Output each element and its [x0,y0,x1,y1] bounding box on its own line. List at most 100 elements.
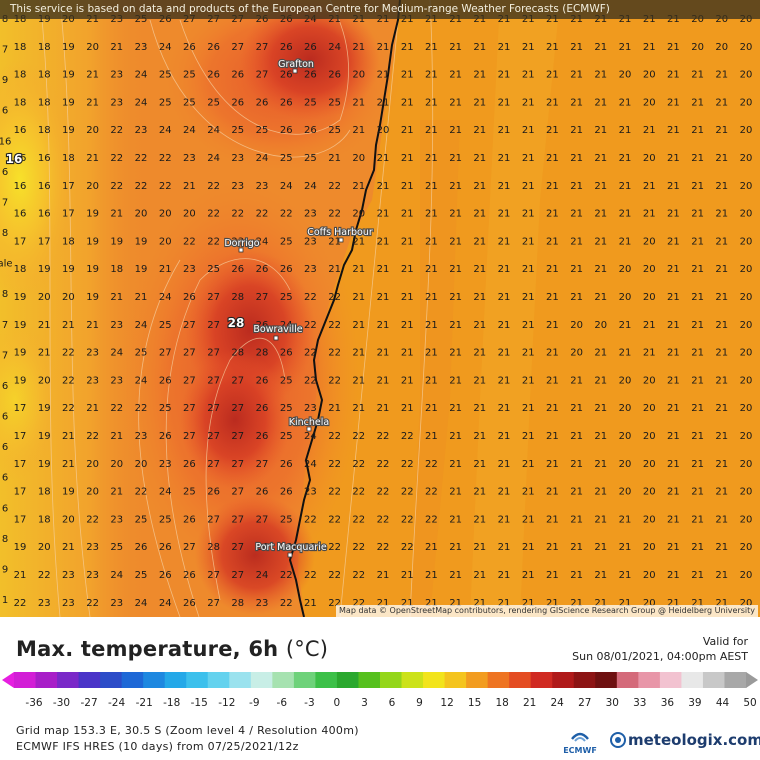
colorbar-segment [100,672,123,688]
coffs-harbour-marker[interactable] [338,237,344,243]
ecmwf-logo[interactable]: ECMWF [560,725,600,757]
grid-value: 26 [280,459,293,470]
grid-value: 21 [570,42,583,53]
grid-value: 21 [715,431,728,442]
grid-value: 21 [691,181,704,192]
grid-value: 16 [38,181,51,192]
grid-value: 26 [207,487,220,498]
grid-value: 21 [546,570,559,581]
kinchela-marker[interactable] [306,426,312,432]
grid-value: 21 [667,375,680,386]
grid-value: 18 [110,264,123,275]
grid-value: 21 [352,97,365,108]
colorbar-segment [659,672,682,688]
grid-value: 26 [135,542,148,553]
place-label-coffs-harbour[interactable]: Coffs Harbour [306,226,374,239]
colorbar-segment [143,672,166,688]
grid-value: 25 [280,431,293,442]
grid-value: 21 [328,403,341,414]
grid-value: 22 [328,487,341,498]
grid-value: 21 [473,598,486,609]
grid-value: 21 [570,97,583,108]
colorbar-tick-label: -15 [191,697,208,709]
grid-value: 21 [401,348,414,359]
edge-value: 1 [2,595,8,606]
grid-value: 21 [546,264,559,275]
bowraville-marker[interactable] [273,335,279,341]
grid-value: 21 [643,181,656,192]
grid-value: 25 [159,97,172,108]
edge-value: 6 [2,473,8,484]
colorbar-segment [466,672,489,688]
grid-value: 22 [425,487,438,498]
grid-value: 23 [304,236,317,247]
grid-value: 21 [328,236,341,247]
grid-value: 21 [619,542,632,553]
grid-value: 23 [280,542,293,553]
grid-value: 27 [183,403,196,414]
grid-value: 22 [352,570,365,581]
grid-value: 21 [62,542,75,553]
cool-cell-2 [0,320,60,480]
grid-value: 21 [401,42,414,53]
grid-value: 24 [135,598,148,609]
grid-value: 20 [110,459,123,470]
grid-value: 21 [643,209,656,220]
grid-value: 22 [352,487,365,498]
place-label-bowraville[interactable]: Bowraville [252,323,304,336]
grid-value: 21 [328,264,341,275]
grid-value: 21 [570,125,583,136]
grid-value: 27 [231,375,244,386]
grid-value: 21 [377,42,390,53]
place-label-dorrigo[interactable]: Dorrigo [223,237,261,250]
grid-value: 21 [594,459,607,470]
grid-value: 25 [328,97,341,108]
grid-value: 21 [594,264,607,275]
place-label-kinchela[interactable]: Kinchela [288,416,331,429]
grid-value: 24 [135,320,148,331]
grafton-marker[interactable] [292,68,298,74]
place-label-grafton[interactable]: Grafton [277,58,315,71]
temperature-map-canvas[interactable]: 18 19 20 21 23 25 26 27 27 27 26 26 24 21 21 21 21 21 21 21… [0,0,760,617]
grid-value: 24 [110,348,123,359]
grid-value: 21 [62,320,75,331]
grid-value: 21 [352,181,365,192]
weather-map[interactable]: 18 19 20 21 23 25 26 27 27 27 26 26 24 21 21 21 21 21 21 21… [0,0,760,617]
grid-value: 21 [691,209,704,220]
colorbar-segment [78,672,101,688]
grid-value: 20 [594,320,607,331]
grid-value: 21 [691,292,704,303]
grid-value: 21 [643,320,656,331]
grid-value: 21 [401,181,414,192]
grid-value: 20 [619,292,632,303]
grid-value: 21 [377,14,390,25]
dorrigo-marker[interactable] [238,247,244,253]
grid-value: 20 [352,209,365,220]
grid-value: 16 [38,209,51,220]
grid-value: 20 [377,125,390,136]
place-label-port-macquarie[interactable]: Port Macquarie [254,541,328,554]
grid-value: 21 [546,348,559,359]
grid-value: 21 [377,292,390,303]
grid-value: 21 [594,42,607,53]
port-macquarie-marker[interactable] [287,552,293,558]
grid-value: 26 [280,14,293,25]
grid-value: 26 [304,125,317,136]
meteologix-logo[interactable]: meteologix.com [610,730,760,750]
colorbar-tick-label: -3 [304,697,314,709]
grid-value: 22 [328,514,341,525]
grid-value: 21 [522,459,535,470]
grid-value: 21 [86,70,99,81]
ecmwf-arc-icon [571,732,589,740]
colorbar-tick-label: -9 [249,697,259,709]
grid-value: 21 [498,292,511,303]
grid-value: 20 [643,153,656,164]
grid-value: 22 [110,153,123,164]
osm-attribution[interactable]: Map data © OpenStreetMap contributors, r… [336,605,758,617]
grid-value: 21 [619,42,632,53]
grid-value: 22 [401,431,414,442]
grid-value: 22 [14,598,27,609]
grid-value: 25 [280,236,293,247]
grid-value: 25 [135,570,148,581]
colorbar-segment [35,672,58,688]
